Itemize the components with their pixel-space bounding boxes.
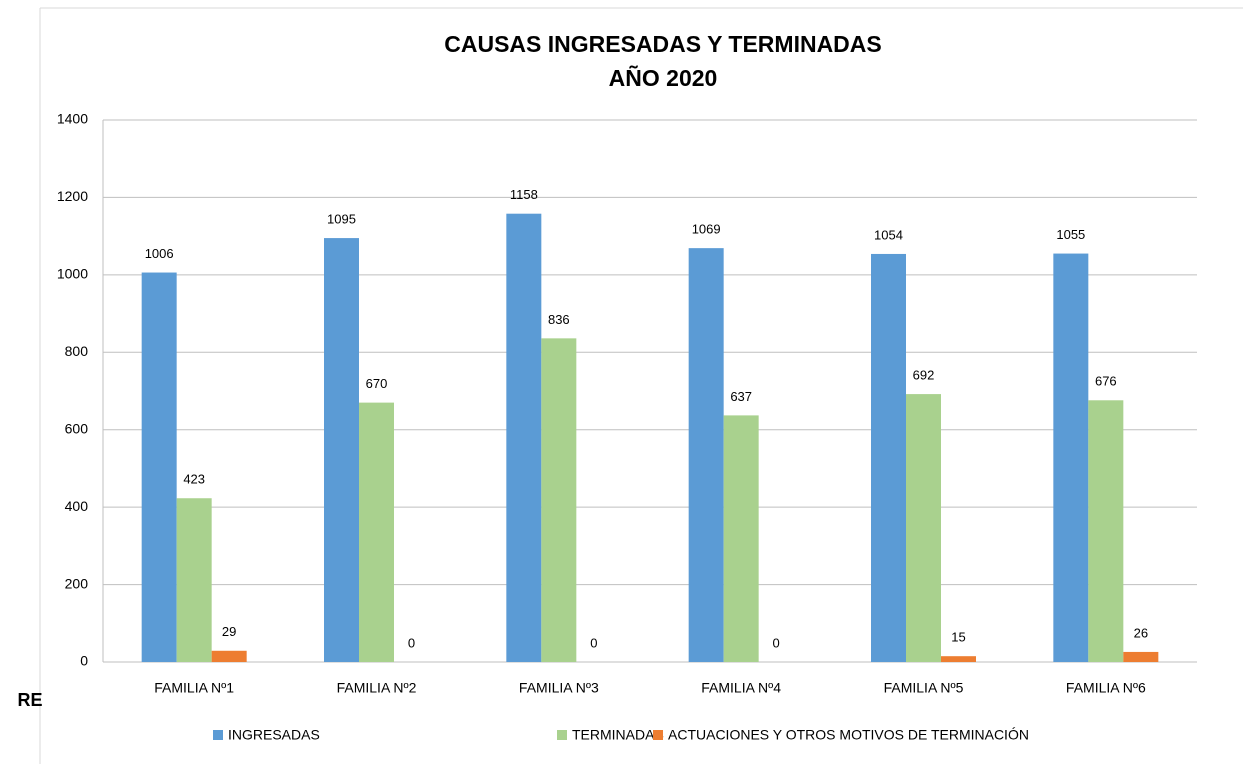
bar [324,238,359,663]
x-tick-label: FAMILIA Nº3 [519,680,599,696]
bar [906,394,941,662]
x-tick-label: FAMILIA Nº4 [701,680,781,696]
legend-label: TERMINADAS [572,727,664,743]
y-tick-label: 1200 [57,188,88,204]
value-label: 1054 [874,227,903,242]
bar [1123,651,1159,662]
legend-swatch [213,730,223,740]
y-tick-label: 800 [65,343,89,359]
bar [723,415,759,662]
bar [359,402,394,662]
value-label: 0 [590,635,597,650]
chart-subtitle: AÑO 2020 [609,64,718,91]
y-tick-label: 200 [65,575,89,591]
value-label: 1158 [510,187,538,202]
value-label: 0 [773,635,780,650]
bar [688,248,724,662]
bar [1088,400,1124,662]
y-tick-label: 1400 [57,111,88,127]
value-label: 15 [951,630,965,645]
bar [176,498,212,662]
value-label: 29 [222,624,236,639]
value-label: 670 [366,376,388,391]
legend-label: INGRESADAS [228,727,320,743]
bar [871,253,906,663]
value-label: 0 [408,635,415,650]
y-tick-label: 1000 [57,266,88,282]
value-label: 637 [730,389,752,404]
legend-swatch [557,730,567,740]
bar [141,272,177,662]
value-label: 1006 [145,246,174,261]
y-tick-label: 400 [65,498,89,514]
x-tick-label: FAMILIA Nº1 [154,680,234,696]
y-tick-label: 0 [80,653,88,669]
x-tick-label: FAMILIA Nº5 [884,680,964,696]
value-label: 1055 [1056,227,1085,242]
x-tick-label: FAMILIA Nº2 [337,680,417,696]
value-label: 692 [913,368,935,383]
x-tick-label: FAMILIA Nº6 [1066,680,1146,696]
value-label: 26 [1134,625,1148,640]
bar [506,213,542,662]
bar [941,656,976,662]
value-label: 676 [1095,374,1117,389]
chart-title: CAUSAS INGRESADAS Y TERMINADAS [444,31,881,57]
bar [1053,253,1089,663]
value-label: 836 [548,312,570,327]
y-tick-label: 600 [65,420,89,436]
legend-label: ACTUACIONES Y OTROS MOTIVOS DE TERMINACI… [668,727,1029,743]
bar [211,650,247,662]
legend-swatch [653,730,663,740]
value-label: 1095 [327,212,356,227]
background-text: RE [17,690,42,710]
value-label: 423 [183,472,205,487]
value-label: 1069 [692,222,721,237]
bar [541,338,577,662]
